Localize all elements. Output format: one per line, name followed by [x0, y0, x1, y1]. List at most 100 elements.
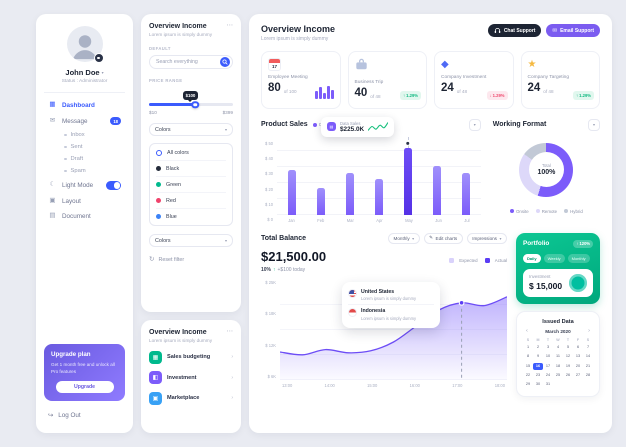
sidebar-item-light-mode[interactable]: ☾ Light Mode — [44, 177, 125, 194]
calendar-day[interactable]: 17 — [545, 363, 551, 368]
list-item-marketplace[interactable]: ▣ Marketplace › — [149, 391, 233, 405]
calendar-day[interactable]: 18 — [555, 363, 561, 368]
product-sales-bar-Jan[interactable] — [287, 170, 296, 215]
countries-tooltip: United States Lorem ipsum is simply dumm… — [342, 281, 440, 328]
chart-options-button[interactable]: ▾ — [588, 118, 600, 131]
colors-dropdown-2[interactable]: Colors ▾ — [149, 234, 233, 247]
logout-button[interactable]: ↪ Log Out — [44, 410, 125, 421]
chart-options-button[interactable]: ▾ — [468, 118, 481, 131]
calendar-day[interactable]: 29 — [525, 382, 531, 387]
color-option-blue[interactable]: Blue — [156, 209, 226, 224]
color-option-green[interactable]: Green — [156, 177, 226, 193]
calendar-day[interactable]: 5 — [566, 345, 570, 349]
period-dropdown[interactable]: Monthly ▾ — [388, 232, 420, 244]
calendar-day[interactable]: 23 — [535, 372, 541, 377]
weekday-label: S — [586, 338, 590, 342]
sidebar-item-draft[interactable]: Draft — [44, 153, 125, 165]
list-item-sales-budgeting[interactable]: ▦ Sales budgeting › — [149, 350, 233, 364]
product-sales-bar-Feb[interactable] — [316, 187, 325, 215]
avatar[interactable] — [66, 26, 104, 63]
color-option-black[interactable]: Black — [156, 161, 226, 177]
stat-label: Business Trip — [354, 80, 384, 85]
y-tick: $ 6K — [267, 374, 276, 380]
x-tick: 15:00 — [367, 382, 378, 388]
light-mode-toggle[interactable] — [106, 181, 121, 190]
calendar-day[interactable]: 21 — [585, 363, 591, 368]
price-slider-handle[interactable] — [191, 100, 199, 109]
color-option-red[interactable]: Red — [156, 193, 226, 209]
more-options-icon[interactable]: ⋯ — [226, 328, 234, 335]
reset-filter-button[interactable]: ↻ Reset filter — [149, 256, 233, 264]
stat-card-employee-meeting[interactable]: 17 Employee Meeting 80 of 100 — [261, 51, 341, 109]
search-box[interactable] — [149, 55, 233, 69]
area-chart-plot[interactable]: United States Lorem ipsum is simply dumm… — [280, 279, 507, 380]
calendar-day[interactable]: 15 — [525, 363, 531, 368]
product-sales-bar-Jun[interactable] — [433, 165, 442, 215]
sidebar-item-spam[interactable]: Spam — [44, 165, 125, 177]
sidebar-item-layout[interactable]: ▣ Layout — [44, 194, 125, 209]
calendar-day[interactable]: 22 — [525, 372, 531, 377]
product-sales-bar-Jul[interactable] — [462, 173, 471, 215]
sidebar-item-dashboard[interactable]: ▦ Dashboard — [44, 98, 125, 113]
calendar-day[interactable]: 8 — [526, 354, 530, 359]
calendar-day[interactable]: 13 — [575, 354, 581, 359]
sidebar-item-sent[interactable]: Sent — [44, 141, 125, 153]
camera-icon[interactable] — [93, 53, 104, 63]
working-format-donut-chart[interactable]: Total 100% — [519, 142, 574, 197]
tab-daily[interactable]: Daily — [523, 253, 541, 263]
product-sales-bar-May[interactable] — [403, 136, 412, 215]
calendar-day[interactable]: 30 — [535, 382, 541, 387]
sidebar-item-message[interactable]: ✉ Message 18 — [44, 113, 125, 129]
green-swatch-icon — [156, 182, 161, 187]
tab-monthly[interactable]: Monthly — [567, 253, 590, 263]
calendar-day[interactable]: 3 — [546, 345, 550, 349]
list-item-label: Investment — [167, 374, 197, 381]
user-name[interactable]: John Doe ▾ — [65, 68, 103, 77]
edit-charts-button[interactable]: ✎ Edit charts — [423, 232, 463, 244]
calendar-day[interactable]: 26 — [565, 372, 571, 377]
calendar-day[interactable]: 16 — [533, 362, 543, 371]
calendar-day[interactable]: 11 — [556, 354, 560, 359]
next-month-button[interactable]: › — [588, 327, 590, 334]
search-input[interactable] — [156, 59, 218, 65]
black-swatch-icon — [156, 166, 161, 171]
calendar-day[interactable]: 7 — [586, 345, 590, 349]
color-option-all[interactable]: All colors — [156, 145, 226, 161]
calendar-day[interactable]: 6 — [576, 345, 580, 349]
tab-weekly[interactable]: Weekly — [543, 253, 565, 263]
calendar-day[interactable]: 24 — [545, 372, 551, 377]
upgrade-button[interactable]: Upgrade — [55, 381, 114, 393]
calendar-day[interactable]: 25 — [555, 372, 561, 377]
calendar-day[interactable]: 27 — [575, 372, 581, 377]
portfolio-growth-badge: ↑ 120% — [573, 239, 593, 248]
stat-card-company-targeting[interactable]: ★ Company Targeting 24 of 48 ↑ 1.29% — [520, 51, 600, 109]
stat-card-business-trip[interactable]: Business Trip 40 of 48 ↑ 1.29% — [347, 51, 427, 109]
list-item-investment[interactable]: ◧ Investment › — [149, 371, 233, 384]
calendar-day[interactable]: 28 — [585, 372, 591, 377]
chat-support-button[interactable]: Chat Support — [487, 24, 542, 37]
main-panel: Overview Income Lorem ipsum is simply du… — [249, 14, 612, 433]
product-sales-bar-Mar[interactable] — [345, 173, 354, 215]
previous-month-button[interactable]: ‹ — [526, 327, 528, 334]
calendar-day[interactable]: 1 — [526, 345, 530, 349]
calendar-day[interactable]: 19 — [565, 363, 571, 368]
more-options-icon[interactable]: ⋯ — [226, 22, 234, 29]
email-support-button[interactable]: ✉ Email Support — [546, 24, 600, 37]
sidebar-item-inbox[interactable]: Inbox — [44, 129, 125, 141]
product-sales-bar-Apr[interactable] — [374, 178, 383, 215]
bar-chart-plot[interactable] — [277, 136, 481, 215]
calendar-day[interactable]: 12 — [565, 354, 571, 359]
calendar-day[interactable]: 9 — [536, 354, 540, 359]
price-slider[interactable] — [149, 100, 233, 109]
calendar-day[interactable]: 10 — [545, 354, 551, 359]
colors-dropdown[interactable]: Colors ▾ — [149, 123, 233, 136]
search-button[interactable] — [220, 57, 230, 67]
calendar-day[interactable]: 14 — [585, 354, 591, 359]
stat-card-company-investment[interactable]: ◆ Company Investment 24 of 48 ↓ 1.29% — [434, 51, 514, 109]
calendar-day[interactable]: 31 — [545, 382, 551, 387]
calendar-day[interactable]: 2 — [536, 345, 540, 349]
sidebar-item-document[interactable]: ▤ Document — [44, 209, 125, 224]
calendar-day[interactable]: 20 — [575, 363, 581, 368]
impressions-dropdown[interactable]: Impressions ▾ — [466, 232, 507, 244]
calendar-day[interactable]: 4 — [556, 345, 560, 349]
